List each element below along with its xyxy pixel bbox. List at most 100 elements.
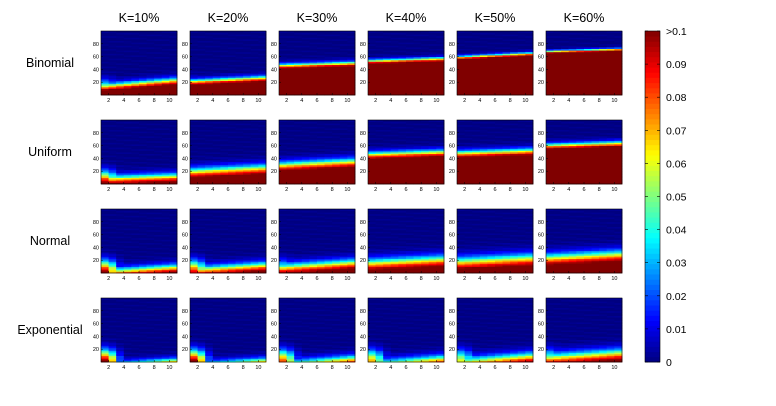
heatmap-cell: [502, 131, 511, 134]
heatmap-cell: [591, 152, 600, 154]
heatmap-cell: [413, 91, 422, 94]
heatmap-cell: [375, 91, 384, 94]
heatmap-cell: [161, 69, 170, 72]
heatmap-cell: [108, 147, 117, 150]
heatmap-cell: [332, 176, 341, 178]
heatmap-cell: [421, 132, 430, 135]
heatmap-cell: [487, 171, 496, 174]
heatmap-cell: [205, 48, 214, 51]
y-tick-label: 80: [360, 42, 366, 48]
heatmap-cell: [101, 71, 109, 73]
heatmap-cell: [390, 67, 399, 70]
heatmap-cell: [123, 144, 132, 146]
heatmap-cell: [212, 83, 221, 86]
heatmap-cell: [546, 164, 554, 167]
heatmap-cell: [220, 137, 229, 140]
heatmap-cell: [116, 50, 125, 53]
heatmap-cell: [525, 40, 534, 43]
heatmap-cell: [614, 55, 623, 57]
heatmap-cell: [347, 35, 356, 38]
heatmap-cell: [406, 79, 414, 81]
heatmap-cell: [228, 67, 236, 70]
heatmap-cell: [161, 169, 170, 172]
heatmap-cell: [472, 182, 481, 185]
heatmap-cell: [457, 160, 465, 162]
heatmap-cell: [457, 132, 465, 135]
heatmap-cell: [243, 66, 252, 69]
heatmap-cell: [108, 121, 117, 124]
heatmap-cell: [436, 166, 445, 169]
heatmap-cell: [161, 129, 170, 132]
heatmap-cell: [599, 50, 608, 53]
heatmap-cell: [510, 171, 519, 174]
heatmap-cell: [154, 145, 163, 148]
heatmap-cell: [479, 42, 488, 45]
heatmap-cell: [472, 37, 481, 40]
heatmap-cell: [472, 77, 481, 80]
heatmap-cell: [123, 32, 132, 35]
heatmap-cell: [205, 91, 214, 94]
heatmap-cell: [517, 48, 526, 51]
heatmap-cell: [258, 123, 267, 126]
heatmap-cell: [525, 129, 534, 132]
heatmap-cell: [161, 40, 170, 43]
heatmap-cell: [421, 174, 430, 177]
heatmap-cell: [235, 123, 244, 126]
heatmap-cell: [220, 42, 229, 45]
heatmap-cell: [413, 158, 422, 161]
heatmap-cell: [510, 160, 519, 162]
heatmap-cell: [169, 31, 178, 33]
y-tick-label: 60: [360, 55, 366, 61]
heatmap-cell: [428, 171, 437, 174]
heatmap-cell: [258, 37, 267, 40]
heatmap-cell: [258, 55, 267, 57]
heatmap-cell: [220, 124, 229, 127]
heatmap-cell: [332, 42, 341, 45]
heatmap-cell: [561, 31, 570, 33]
heatmap-cell: [472, 176, 481, 178]
heatmap-cell: [101, 171, 109, 174]
heatmap-cell: [561, 56, 570, 59]
heatmap-cell: [428, 85, 437, 88]
heatmap-cell: [228, 161, 236, 164]
heatmap-cell: [553, 160, 562, 162]
heatmap-cell: [332, 148, 341, 151]
heatmap-cell: [197, 142, 206, 145]
heatmap-cell: [123, 155, 132, 158]
heatmap-cell: [154, 40, 163, 43]
heatmap-cell: [324, 47, 333, 49]
heatmap-cell: [428, 142, 437, 145]
heatmap-cell: [383, 53, 392, 56]
heatmap-cell: [368, 136, 376, 138]
heatmap-cell: [139, 40, 147, 43]
heatmap-cell: [421, 179, 430, 182]
heatmap-cell: [197, 140, 206, 143]
heatmap-cell: [339, 85, 348, 88]
heatmap-cell: [428, 182, 437, 185]
heatmap-cell: [390, 37, 399, 40]
heatmap-cell: [599, 160, 608, 162]
heatmap-cell: [421, 34, 430, 37]
heatmap-cell: [139, 153, 147, 156]
heatmap-cell: [294, 69, 303, 72]
heatmap-cell: [301, 75, 310, 78]
heatmap-cell: [525, 176, 534, 178]
heatmap-cell: [413, 145, 422, 148]
heatmap-cell: [146, 47, 155, 49]
y-tick-label: 80: [182, 42, 188, 48]
heatmap-cell: [383, 140, 392, 143]
heatmap-cell: [495, 88, 503, 91]
heatmap-cell: [139, 156, 147, 159]
heatmap-cell: [317, 67, 325, 70]
heatmap-cell: [243, 34, 252, 37]
heatmap-cell: [495, 179, 503, 182]
heatmap-cell: [606, 123, 615, 126]
heatmap-cell: [428, 80, 437, 83]
heatmap-cell: [546, 72, 554, 75]
heatmap-cell: [101, 128, 109, 130]
heatmap-cell: [599, 77, 608, 80]
heatmap-cell: [413, 160, 422, 162]
heatmap-cell: [169, 152, 178, 154]
heatmap-cell: [436, 90, 445, 93]
heatmap-cell: [116, 69, 125, 72]
